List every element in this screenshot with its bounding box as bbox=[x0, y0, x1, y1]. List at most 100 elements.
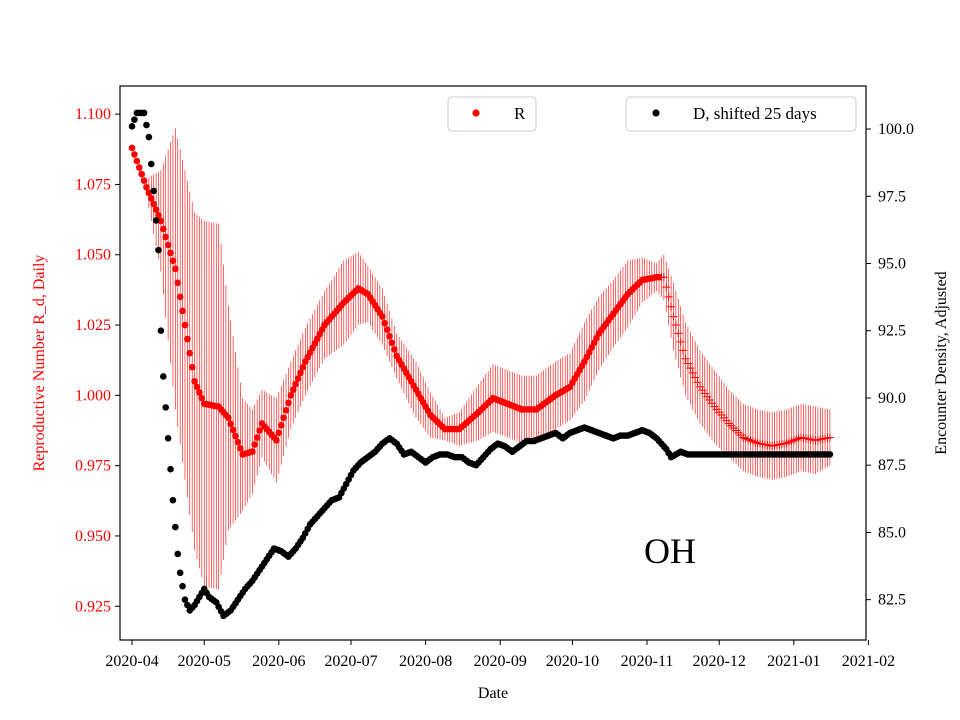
r-point bbox=[659, 273, 668, 282]
d-series-points bbox=[128, 109, 834, 620]
x-tick-label: 2020-11 bbox=[621, 653, 674, 670]
r-point bbox=[277, 422, 285, 429]
r-point bbox=[294, 375, 302, 382]
r-point bbox=[147, 195, 155, 202]
r-point bbox=[383, 326, 391, 334]
r-point bbox=[198, 394, 206, 402]
left-y-axis-label: Reproductive Number R_d, Daily bbox=[31, 255, 48, 472]
right-y-tick-label: 85.0 bbox=[878, 524, 906, 541]
r-point bbox=[273, 437, 280, 444]
r-point bbox=[234, 438, 242, 446]
r-point bbox=[825, 433, 834, 442]
legend-r-label: R bbox=[514, 104, 526, 123]
r-point bbox=[297, 369, 304, 377]
r-point bbox=[681, 354, 690, 363]
r-point bbox=[664, 292, 673, 301]
legend-d-box bbox=[625, 96, 857, 132]
r-point bbox=[251, 441, 259, 448]
d-point bbox=[174, 550, 182, 558]
right-y-tick-label: 87.5 bbox=[878, 457, 906, 474]
r-point bbox=[167, 249, 174, 257]
r-point bbox=[224, 414, 232, 422]
r-point bbox=[135, 164, 143, 171]
r-point bbox=[188, 363, 196, 371]
x-tick-label: 2020-05 bbox=[178, 653, 231, 670]
r-point bbox=[169, 257, 177, 265]
x-axis-ticks: 2020-04 2020-05 2020-06 2020-07 2020-08 2020-… bbox=[105, 640, 895, 670]
r-point bbox=[150, 200, 157, 208]
r-point bbox=[140, 177, 148, 184]
d-point bbox=[172, 523, 179, 531]
state-annotation: OH bbox=[644, 531, 696, 571]
right-y-axis-ticks: 82.5 85.0 87.5 90.0 92.5 95.0 97.5 100.0 bbox=[866, 121, 914, 609]
r-point bbox=[172, 265, 179, 273]
r-point bbox=[693, 378, 702, 387]
right-y-tick-label: 82.5 bbox=[878, 592, 906, 609]
x-tick-label: 2020-07 bbox=[324, 653, 377, 670]
r-point bbox=[253, 434, 261, 441]
d-point bbox=[145, 133, 153, 141]
r-point bbox=[285, 399, 292, 407]
d-point bbox=[162, 404, 170, 411]
r-point bbox=[176, 293, 184, 301]
d-point bbox=[169, 496, 177, 504]
r-point bbox=[174, 279, 182, 287]
r-point bbox=[381, 319, 389, 327]
d-point bbox=[826, 451, 834, 458]
r-point bbox=[683, 359, 692, 368]
x-tick-label: 2021-02 bbox=[842, 653, 895, 670]
d-point bbox=[150, 187, 157, 195]
r-point bbox=[138, 170, 145, 178]
x-axis-label: Date bbox=[478, 685, 508, 702]
r-point bbox=[379, 313, 386, 320]
plot-frame bbox=[119, 85, 867, 641]
d-point bbox=[184, 601, 191, 609]
d-point bbox=[176, 569, 184, 577]
r-series-points bbox=[128, 144, 834, 458]
d-point bbox=[181, 596, 189, 603]
r-point bbox=[676, 337, 685, 346]
x-tick-label: 2020-09 bbox=[474, 653, 527, 670]
x-tick-label: 2021-01 bbox=[767, 653, 820, 670]
r-point bbox=[143, 183, 150, 191]
d-point bbox=[160, 373, 167, 380]
r-point bbox=[275, 429, 283, 437]
r-point bbox=[391, 346, 398, 353]
r-point bbox=[196, 389, 203, 396]
legend-d-label: D, shifted 25 days bbox=[693, 104, 817, 123]
r-point bbox=[292, 380, 299, 388]
d-point bbox=[152, 217, 160, 224]
r-point bbox=[152, 206, 160, 214]
left-y-tick-label: 0.925 bbox=[75, 598, 111, 615]
r-point bbox=[193, 383, 201, 391]
right-y-tick-label: 92.5 bbox=[878, 323, 906, 340]
left-y-tick-label: 1.050 bbox=[75, 247, 111, 264]
r-point bbox=[691, 373, 700, 382]
x-tick-label: 2020-12 bbox=[693, 653, 746, 670]
right-y-tick-label: 90.0 bbox=[878, 390, 906, 407]
left-y-tick-label: 1.000 bbox=[75, 387, 111, 404]
right-y-tick-label: 97.5 bbox=[878, 188, 906, 205]
r-point bbox=[679, 346, 688, 355]
d-point bbox=[179, 582, 186, 590]
d-point bbox=[140, 109, 148, 117]
x-tick-label: 2020-04 bbox=[105, 653, 158, 670]
r-point bbox=[386, 332, 393, 340]
right-y-axis-label: Encounter Density, Adjusted bbox=[933, 271, 950, 454]
r-point bbox=[674, 329, 683, 338]
left-y-tick-label: 1.075 bbox=[75, 176, 111, 193]
r-point bbox=[287, 392, 295, 399]
left-y-tick-label: 1.025 bbox=[75, 317, 111, 334]
right-y-tick-label: 95.0 bbox=[878, 255, 906, 272]
r-point bbox=[237, 445, 244, 452]
legend-r: R bbox=[447, 96, 537, 132]
x-tick-label: 2020-06 bbox=[252, 653, 305, 670]
right-y-tick-label: 100.0 bbox=[878, 121, 914, 138]
d-point bbox=[128, 123, 136, 130]
left-y-tick-label: 0.950 bbox=[75, 528, 111, 545]
r-point bbox=[160, 225, 167, 233]
d-point bbox=[164, 435, 172, 442]
r-point bbox=[256, 427, 263, 434]
